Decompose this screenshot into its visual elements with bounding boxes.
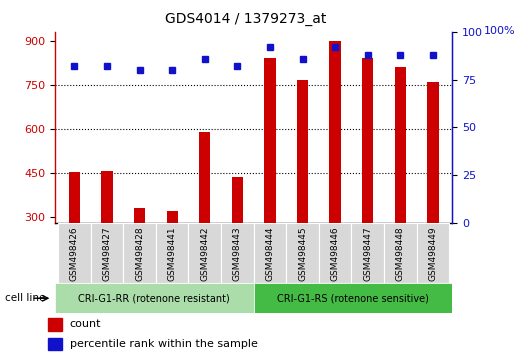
Text: GSM498445: GSM498445 — [298, 226, 307, 281]
Text: GDS4014 / 1379273_at: GDS4014 / 1379273_at — [165, 12, 326, 27]
Bar — [48, 318, 62, 331]
Bar — [416, 223, 449, 283]
Text: GSM498428: GSM498428 — [135, 226, 144, 281]
Bar — [427, 82, 439, 223]
Text: count: count — [70, 319, 101, 330]
Bar — [297, 80, 308, 223]
Text: GSM498449: GSM498449 — [428, 226, 437, 281]
Bar — [232, 177, 243, 223]
Bar — [221, 223, 254, 283]
Bar — [69, 172, 80, 223]
Bar — [188, 223, 221, 283]
Text: CRI-G1-RR (rotenone resistant): CRI-G1-RR (rotenone resistant) — [78, 293, 230, 303]
Y-axis label: 100%: 100% — [484, 26, 516, 36]
Bar — [91, 223, 123, 283]
Text: percentile rank within the sample: percentile rank within the sample — [70, 339, 257, 349]
Bar — [199, 132, 210, 223]
Bar — [166, 211, 178, 223]
Bar — [264, 58, 276, 223]
Bar — [254, 223, 286, 283]
Text: GSM498446: GSM498446 — [331, 226, 339, 281]
Text: GSM498427: GSM498427 — [103, 226, 111, 281]
Bar — [58, 223, 91, 283]
Bar — [351, 223, 384, 283]
Bar — [48, 338, 62, 350]
Text: GSM498448: GSM498448 — [396, 226, 405, 281]
Text: GSM498443: GSM498443 — [233, 226, 242, 281]
Text: cell line: cell line — [5, 293, 46, 303]
Bar — [101, 171, 113, 223]
Bar — [254, 283, 452, 313]
Bar — [156, 223, 188, 283]
Bar — [123, 223, 156, 283]
Bar — [286, 223, 319, 283]
Bar — [394, 67, 406, 223]
Bar — [362, 58, 373, 223]
Bar — [329, 41, 341, 223]
Text: GSM498447: GSM498447 — [363, 226, 372, 281]
Text: GSM498442: GSM498442 — [200, 226, 209, 280]
Bar — [134, 208, 145, 223]
Text: GSM498441: GSM498441 — [168, 226, 177, 281]
Bar — [319, 223, 351, 283]
Text: GSM498426: GSM498426 — [70, 226, 79, 281]
Text: CRI-G1-RS (rotenone sensitive): CRI-G1-RS (rotenone sensitive) — [277, 293, 429, 303]
Bar — [384, 223, 416, 283]
Bar — [55, 283, 254, 313]
Text: GSM498444: GSM498444 — [266, 226, 275, 280]
